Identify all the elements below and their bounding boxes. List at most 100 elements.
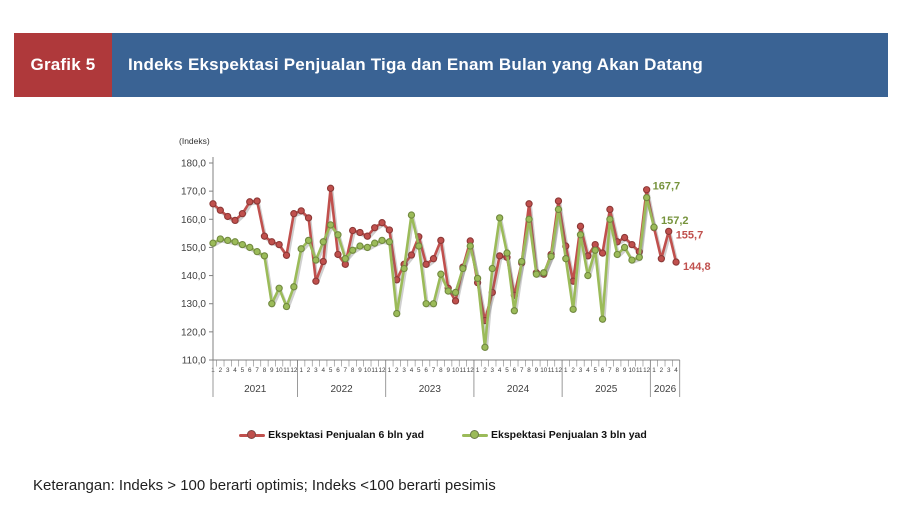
svg-text:3: 3	[314, 367, 318, 374]
svg-text:167,7: 167,7	[653, 181, 681, 193]
svg-text:160,0: 160,0	[181, 215, 206, 226]
svg-text:10: 10	[276, 367, 284, 374]
svg-text:9: 9	[358, 367, 362, 374]
svg-text:4: 4	[321, 367, 325, 374]
green-series-marker-icon	[462, 430, 488, 439]
svg-text:2022: 2022	[331, 384, 354, 395]
svg-text:5: 5	[593, 367, 597, 374]
svg-text:10: 10	[540, 367, 548, 374]
svg-text:180,0: 180,0	[181, 159, 206, 170]
svg-text:6: 6	[248, 367, 252, 374]
svg-text:11: 11	[460, 367, 467, 374]
svg-text:2025: 2025	[595, 384, 618, 395]
svg-text:5: 5	[329, 367, 333, 374]
svg-text:(Indeks): (Indeks)	[179, 136, 210, 146]
svg-text:2023: 2023	[419, 384, 442, 395]
series-green-3bln	[209, 193, 658, 351]
svg-text:110,0: 110,0	[182, 356, 207, 367]
svg-text:1: 1	[476, 367, 480, 374]
sales-expectation-index-chart: (Indeks)110,0120,0130,0140,0150,0160,017…	[179, 136, 711, 397]
data-labels: 167,7 157,2 155,7 144,8	[653, 181, 711, 273]
svg-text:2: 2	[219, 367, 223, 374]
series-red-6bln	[209, 184, 680, 325]
svg-text:144,8: 144,8	[683, 261, 711, 273]
svg-text:7: 7	[255, 367, 259, 374]
svg-text:2: 2	[571, 367, 575, 374]
red-series-marker-icon	[239, 430, 266, 439]
svg-text:4: 4	[498, 367, 502, 374]
svg-text:3: 3	[491, 367, 495, 374]
grafik-number-label: Grafik 5	[14, 33, 112, 97]
svg-text:11: 11	[371, 367, 378, 374]
svg-text:2: 2	[660, 367, 664, 374]
svg-text:3: 3	[226, 367, 230, 374]
svg-text:12: 12	[643, 367, 651, 374]
svg-text:1: 1	[564, 367, 568, 374]
svg-text:8: 8	[439, 367, 443, 374]
svg-text:157,2: 157,2	[661, 215, 689, 227]
svg-text:1: 1	[299, 367, 303, 374]
svg-text:4: 4	[674, 367, 678, 374]
svg-text:130,0: 130,0	[181, 299, 206, 310]
svg-text:4: 4	[586, 367, 590, 374]
svg-text:2: 2	[307, 367, 311, 374]
svg-text:140,0: 140,0	[181, 271, 206, 282]
legend-label-3bln: Ekspektasi Penjualan 3 bln yad	[491, 429, 647, 441]
chart-legend: Ekspektasi Penjualan 6 bln yad Ekspektas…	[163, 429, 723, 441]
legend-item-3bln: Ekspektasi Penjualan 3 bln yad	[462, 429, 647, 441]
svg-text:10: 10	[452, 367, 460, 374]
svg-text:6: 6	[336, 367, 340, 374]
svg-text:12: 12	[290, 367, 298, 374]
svg-text:155,7: 155,7	[676, 229, 704, 241]
svg-text:5: 5	[505, 367, 509, 374]
svg-text:7: 7	[344, 367, 348, 374]
svg-text:8: 8	[615, 367, 619, 374]
svg-text:6: 6	[424, 367, 428, 374]
svg-text:11: 11	[636, 367, 643, 374]
svg-text:10: 10	[364, 367, 372, 374]
chart-header-banner: Grafik 5 Indeks Ekspektasi Penjualan Tig…	[14, 33, 888, 97]
legend-label-6bln: Ekspektasi Penjualan 6 bln yad	[268, 429, 424, 441]
svg-text:11: 11	[283, 367, 290, 374]
svg-text:150,0: 150,0	[181, 243, 206, 254]
svg-text:2024: 2024	[507, 384, 530, 395]
svg-text:5: 5	[417, 367, 421, 374]
svg-text:7: 7	[432, 367, 436, 374]
svg-text:8: 8	[351, 367, 355, 374]
svg-text:10: 10	[628, 367, 636, 374]
svg-text:7: 7	[520, 367, 524, 374]
axes: (Indeks)110,0120,0130,0140,0150,0160,017…	[179, 136, 681, 397]
svg-text:4: 4	[233, 367, 237, 374]
svg-text:9: 9	[623, 367, 627, 374]
svg-text:9: 9	[535, 367, 539, 374]
svg-text:2021: 2021	[244, 384, 267, 395]
svg-text:3: 3	[579, 367, 583, 374]
svg-text:120,0: 120,0	[181, 327, 206, 338]
chart-title: Indeks Ekspektasi Penjualan Tiga dan Ena…	[112, 33, 888, 97]
svg-text:3: 3	[667, 367, 671, 374]
svg-text:9: 9	[270, 367, 274, 374]
svg-text:1: 1	[388, 367, 392, 374]
legend-item-6bln: Ekspektasi Penjualan 6 bln yad	[239, 429, 424, 441]
svg-text:12: 12	[555, 367, 563, 374]
svg-text:170,0: 170,0	[181, 187, 206, 198]
svg-text:2026: 2026	[654, 384, 677, 395]
svg-text:6: 6	[513, 367, 517, 374]
chart-area: (Indeks) 110,0 120,0 130,0 140,0 150,0 160,0 17…	[163, 126, 723, 420]
svg-text:9: 9	[446, 367, 450, 374]
svg-text:4: 4	[410, 367, 414, 374]
svg-text:8: 8	[263, 367, 267, 374]
svg-text:3: 3	[402, 367, 406, 374]
svg-text:12: 12	[467, 367, 475, 374]
svg-text:1: 1	[652, 367, 656, 374]
svg-text:12: 12	[379, 367, 387, 374]
svg-text:11: 11	[548, 367, 555, 374]
svg-text:2: 2	[395, 367, 399, 374]
svg-text:5: 5	[241, 367, 245, 374]
svg-text:8: 8	[527, 367, 531, 374]
svg-text:6: 6	[601, 367, 605, 374]
svg-text:2: 2	[483, 367, 487, 374]
chart-footnote: Keterangan: Indeks > 100 berarti optimis…	[33, 477, 496, 494]
svg-text:7: 7	[608, 367, 612, 374]
